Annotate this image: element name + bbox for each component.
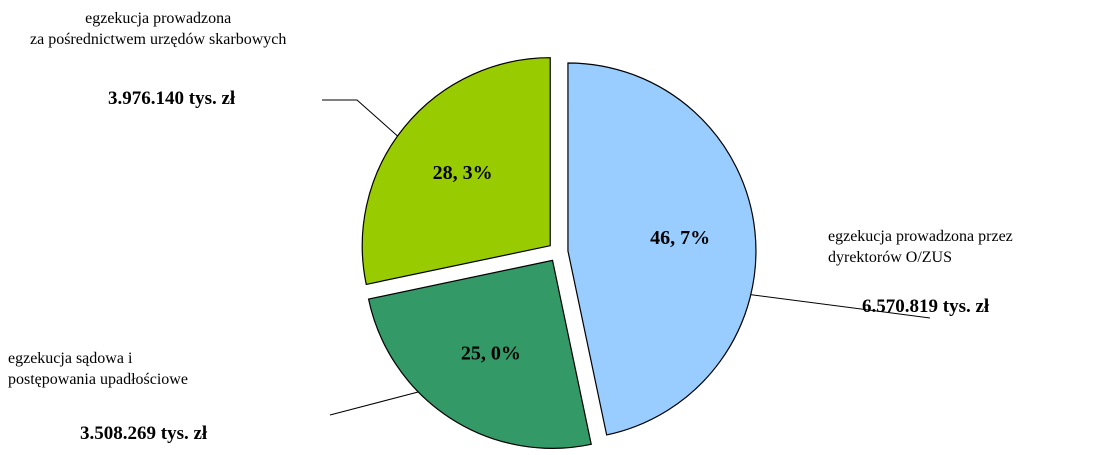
value-label: 28, 3% — [433, 162, 493, 184]
amount-label: 6.570.819 tys. zł — [862, 296, 990, 317]
leader-line — [729, 291, 931, 319]
category-label: egzekucja sądowa i postępowania upadłośc… — [8, 350, 188, 388]
amount-label: 3.508.269 tys. zł — [80, 423, 208, 444]
pie-slice — [367, 259, 592, 449]
value-label: 46, 7% — [650, 227, 710, 249]
category-label: egzekucja prowadzona przez dyrektorów O/… — [828, 228, 1013, 266]
value-label: 25, 0% — [461, 342, 521, 364]
category-label: egzekucja prowadzona za pośrednictwem ur… — [30, 10, 287, 48]
amount-label: 3.976.140 tys. zł — [108, 88, 236, 109]
pie-slice — [361, 57, 551, 286]
pie-slice — [567, 62, 757, 436]
